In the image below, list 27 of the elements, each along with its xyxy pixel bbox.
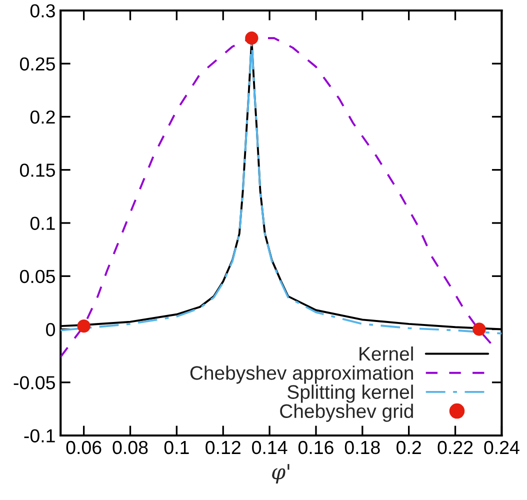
x-tick-label: 0.08: [112, 440, 148, 454]
x-tick-label: 0.24: [484, 440, 520, 454]
x-tick-label: 0.16: [298, 440, 334, 454]
y-tick-label: 0.2: [30, 110, 55, 124]
y-tick-label: 0.05: [20, 270, 55, 284]
x-tick-label: 0.1: [164, 440, 189, 454]
point: [472, 322, 486, 336]
legend-label: Kernel: [360, 346, 413, 361]
point: [77, 319, 90, 333]
y-tick-label: 0.25: [20, 57, 55, 71]
x-tick-label: 0.14: [252, 440, 288, 454]
y-tick-label: 0.3: [30, 4, 55, 18]
x-tick-label: 0.18: [344, 440, 380, 454]
y-tick-label: -0.1: [24, 429, 55, 442]
legend-label: Chebyshev approximation: [190, 366, 413, 384]
x-tick-label: 0.12: [206, 440, 240, 454]
y-tick-label: 0.1: [30, 216, 55, 230]
x-tick-label: 0.22: [438, 440, 473, 454]
x-tick-label: 0.2: [396, 440, 421, 454]
y-tick-label: -0.05: [14, 376, 55, 390]
y-tick-label: 0: [46, 322, 56, 336]
x-axis-title: φ': [272, 464, 290, 484]
x-tick-label: 0.06: [66, 440, 102, 454]
legend-label: Chebyshev grid: [280, 404, 413, 422]
legend-label: Splitting kernel: [288, 384, 413, 403]
point: [245, 32, 258, 45]
y-tick-label: 0.15: [20, 164, 55, 177]
